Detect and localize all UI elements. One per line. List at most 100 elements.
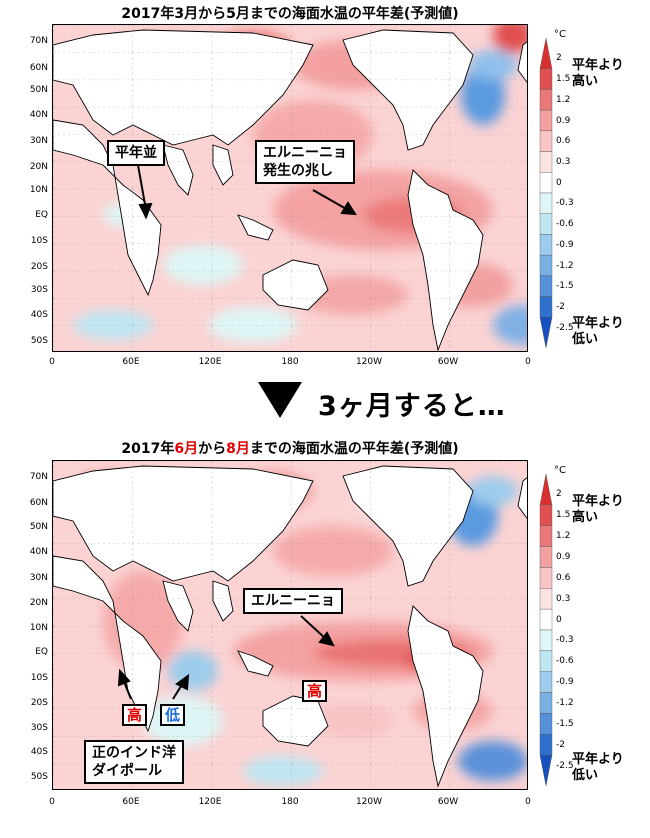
colorbar-swatch xyxy=(539,588,553,610)
colorbar-tick-label: -0.9 xyxy=(556,239,574,250)
lat-label: 40S xyxy=(30,747,48,757)
panel2-title-start-month: 6月 xyxy=(174,441,199,457)
lon-label: 180 xyxy=(281,357,299,367)
lat-label: 50S xyxy=(30,772,48,782)
colorbar-swatch xyxy=(539,37,553,69)
panel2-arrows xyxy=(117,615,335,700)
colorbar-tick-label: 0.9 xyxy=(556,115,571,126)
panel1-title-suffix: までの海面水温の平年差(予測値) xyxy=(249,6,459,22)
colorbar-swatch xyxy=(539,172,553,194)
colorbar-tick-label: -1.2 xyxy=(556,698,574,708)
lon-label: 60E xyxy=(122,797,140,807)
panel2-tag-high-west-indian: 高 xyxy=(122,704,148,726)
colorbar-swatch xyxy=(539,504,553,526)
lat-label: 60N xyxy=(29,498,48,508)
colorbar-tick-label: 0.3 xyxy=(556,593,571,604)
colorbar-swatch xyxy=(539,151,553,173)
lat-label: 30S xyxy=(30,723,48,733)
lon-label: 120W xyxy=(355,357,383,367)
lon-label: 60W xyxy=(437,357,459,367)
lat-label: 70N xyxy=(29,36,48,46)
panel2-legend-low: 平年より 低い xyxy=(572,752,624,783)
panel2-callout-elnino: エルニーニョ xyxy=(243,588,343,614)
panel1-title-period: 3月から5月 xyxy=(174,6,250,22)
colorbar-tick-label: 1.2 xyxy=(556,531,571,542)
lat-label: 50N xyxy=(29,522,48,532)
colorbar-swatch xyxy=(539,525,553,547)
colorbar-tick-label: 0 xyxy=(556,177,562,188)
lon-label: 180 xyxy=(281,797,299,807)
transition-down-arrow xyxy=(258,382,302,418)
lat-label: 30N xyxy=(29,573,48,583)
colorbar-swatch xyxy=(539,734,553,756)
panel1-arrows xyxy=(137,164,357,220)
lat-label: 40N xyxy=(29,110,48,120)
colorbar-swatch xyxy=(539,567,553,589)
colorbar-swatch xyxy=(539,213,553,235)
lat-label: 10S xyxy=(30,236,48,246)
colorbar-swatch xyxy=(539,317,553,349)
lat-label: 20S xyxy=(30,262,48,272)
panel1-title: 2017年3月から5月までの海面水温の平年差(予測値) xyxy=(52,5,528,23)
transition-text: 3ヶ月すると… xyxy=(318,391,506,422)
colorbar-tick-label: -0.6 xyxy=(556,219,574,230)
panel1-callout-elnino-sign: エルニーニョ 発生の兆し xyxy=(255,140,355,184)
colorbar-tick-label: -1.2 xyxy=(556,260,574,271)
colorbar-unit: °C xyxy=(554,29,566,40)
panel2-sst-map xyxy=(52,460,528,790)
colorbar-svg xyxy=(539,473,553,787)
colorbar-tick-label: -2 xyxy=(556,301,565,312)
colorbar-tick-label: -0.3 xyxy=(556,198,574,209)
lon-label: 60E xyxy=(122,357,140,367)
lon-label: 60W xyxy=(437,797,459,807)
lat-label: EQ xyxy=(35,647,48,657)
lon-label: 0 xyxy=(525,357,531,367)
lat-label: 40S xyxy=(30,310,48,320)
colorbar-swatch xyxy=(539,192,553,214)
colorbar-tick-label: 0.6 xyxy=(556,136,571,147)
panel2-tag-high-pacific: 高 xyxy=(302,680,328,702)
lat-label: 40N xyxy=(29,547,48,557)
lat-label: 50S xyxy=(30,336,48,346)
lat-label: 10S xyxy=(30,673,48,683)
panel2-title: 2017年6月から8月までの海面水温の平年差(予測値) xyxy=(52,440,528,458)
colorbar-tick-label: -0.3 xyxy=(556,635,574,646)
colorbar-tick-label: 1.2 xyxy=(556,94,571,105)
lat-label: 70N xyxy=(29,472,48,482)
panel2-title-year: 2017年 xyxy=(121,441,175,457)
lat-label: 50N xyxy=(29,85,48,95)
colorbar-swatch xyxy=(539,254,553,277)
colorbar-swatch xyxy=(539,608,553,631)
colorbar-swatch xyxy=(539,754,553,787)
colorbar-swatch xyxy=(539,473,553,506)
colorbar-swatch xyxy=(539,89,553,111)
colorbar-tick-label: 0.6 xyxy=(556,572,571,583)
panel2-legend-high: 平年より 高い xyxy=(572,494,624,525)
colorbar-tick-label: -0.6 xyxy=(556,656,574,667)
panel2-tag-low-east-indian: 低 xyxy=(160,704,186,726)
colorbar-tick-label: -2 xyxy=(556,739,565,750)
colorbar-swatch xyxy=(539,692,553,714)
panel1-map-svg xyxy=(53,25,527,351)
lon-label: 0 xyxy=(49,357,55,367)
panel2-callout-iod: 正のインド洋 ダイポール xyxy=(84,740,184,784)
colorbar-tick-label: -2.5 xyxy=(556,760,574,771)
lat-label: 10N xyxy=(29,185,48,195)
panel2-map-svg xyxy=(53,461,527,789)
panel1-sst-map xyxy=(52,24,528,352)
lat-label: 20N xyxy=(29,162,48,172)
colorbar-tick-label: 2 xyxy=(556,489,562,500)
lon-label: 120E xyxy=(198,797,222,807)
colorbar-swatch xyxy=(539,713,553,735)
panel1-callout-normal: 平年並 xyxy=(107,140,165,166)
colorbar-tick-label: -1.5 xyxy=(556,718,574,729)
panel2-title-end-month: 8月 xyxy=(226,441,250,457)
colorbar-tick-label: 2 xyxy=(556,53,562,64)
colorbar-unit: °C xyxy=(554,465,566,476)
colorbar-swatch xyxy=(539,650,553,672)
colorbar-swatch xyxy=(539,68,553,90)
colorbar-tick-label: -2.5 xyxy=(556,322,574,333)
lon-label: 120W xyxy=(355,797,383,807)
colorbar-swatch xyxy=(539,296,553,318)
panel1-legend-high: 平年より 高い xyxy=(572,58,624,89)
